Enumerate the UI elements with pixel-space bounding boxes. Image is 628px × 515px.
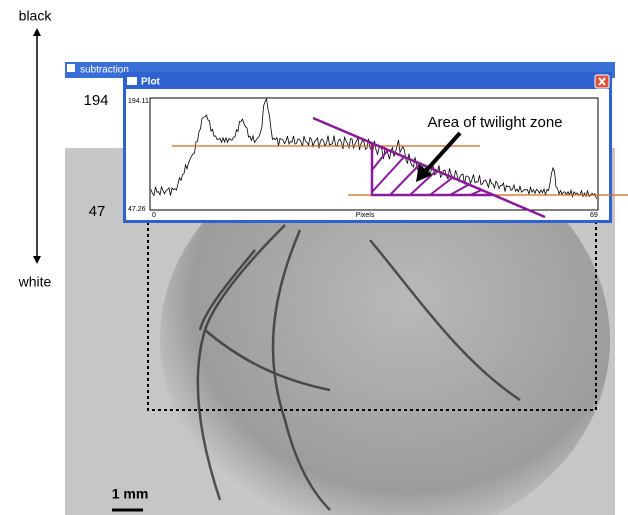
page: black white subtraction 194 47 Plot 194.…	[0, 0, 628, 515]
x-max: 69	[590, 212, 598, 219]
figure: black white subtraction 194 47 Plot 194.…	[0, 0, 628, 515]
low-value: 47	[89, 203, 106, 220]
high-value: 194	[83, 92, 108, 109]
black-label: black	[19, 8, 53, 24]
x-min: 0	[152, 212, 156, 219]
plot-title: Plot	[141, 77, 161, 88]
plot-icon	[127, 77, 137, 85]
window-title: subtraction	[80, 65, 129, 76]
y-max: 194.11	[128, 98, 149, 105]
annotation: Area of twilight zone	[427, 114, 562, 131]
window-icon	[67, 64, 75, 72]
scale-bar-label: 1 mm	[112, 486, 149, 502]
y-min: 47.26	[128, 206, 146, 213]
x-label: Pixels	[356, 212, 375, 219]
white-label: white	[18, 274, 52, 290]
